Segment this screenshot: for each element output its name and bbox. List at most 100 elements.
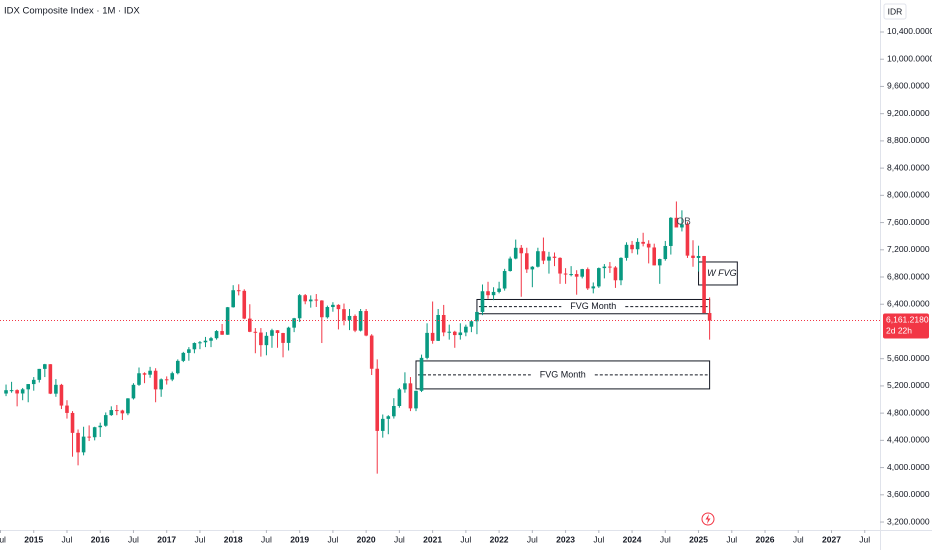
candle-body — [275, 330, 280, 334]
candle-body — [54, 384, 58, 394]
y-tick-label: 8,000.0000 — [887, 190, 930, 200]
candle-body — [142, 373, 147, 375]
candle-body — [308, 299, 313, 302]
candle-body — [702, 255, 706, 314]
candle-body — [602, 266, 607, 269]
candle-body — [264, 335, 269, 346]
candle-body — [569, 274, 573, 276]
x-tick-label: Jul — [726, 534, 737, 544]
y-tick-label: 9,200.0000 — [887, 108, 930, 118]
candle-body — [292, 318, 296, 328]
candle-body — [253, 331, 258, 333]
candle-body — [4, 390, 8, 394]
candle-body — [347, 315, 352, 320]
x-tick-label: Jul — [660, 534, 671, 544]
chart-title: IDX Composite Index · 1M · IDX — [4, 6, 140, 17]
candle-body — [98, 425, 103, 428]
zone-label: W FVG — [707, 268, 737, 278]
candle-body — [447, 331, 452, 333]
candle-body — [680, 224, 684, 228]
x-tick-label: 2021 — [423, 534, 442, 544]
candle-body — [225, 307, 230, 335]
candle-body — [336, 304, 341, 310]
candle-body — [37, 368, 42, 380]
candle-body — [325, 307, 330, 318]
candle-body — [646, 243, 651, 248]
last-price-box — [883, 313, 929, 339]
candle-body — [530, 266, 535, 270]
candle-body — [641, 241, 645, 244]
candle-body — [552, 256, 557, 258]
y-tick-label: 10,400.0000 — [887, 26, 932, 36]
candle-body — [597, 268, 601, 287]
candle-body — [303, 295, 307, 302]
candle-body — [59, 384, 64, 406]
x-tick-label: 2019 — [290, 534, 309, 544]
x-tick-label: Jul — [394, 534, 405, 544]
candle-body — [397, 389, 402, 406]
x-tick-label: Jul — [62, 534, 73, 544]
zone: FVG Month — [415, 360, 711, 390]
x-tick-label: 2023 — [556, 534, 575, 544]
currency-box[interactable] — [883, 3, 907, 20]
candle-body — [236, 290, 241, 292]
y-tick-label: 8,800.0000 — [887, 135, 930, 145]
y-tick-label: 5,600.0000 — [887, 353, 930, 363]
candle-body — [286, 327, 291, 343]
candle-body — [120, 410, 125, 414]
x-tick-label: Jul — [128, 534, 139, 544]
candle-body — [148, 370, 152, 375]
candle-body — [452, 331, 457, 336]
x-tick-label: 2020 — [357, 534, 376, 544]
candle-body — [353, 315, 357, 331]
candle-body — [92, 427, 97, 438]
candle-body — [475, 311, 479, 322]
x-tick-label: Jul — [195, 534, 206, 544]
y-tick-label: 4,800.0000 — [887, 407, 930, 417]
candle-body — [209, 338, 213, 341]
candle-body — [380, 418, 385, 431]
candle-body — [26, 384, 30, 390]
zone: W FVG — [698, 261, 738, 286]
candle-body — [31, 379, 36, 385]
candle-body — [153, 370, 158, 390]
events-icon[interactable] — [701, 512, 715, 526]
note-label: OB — [676, 217, 691, 228]
candle-body — [403, 383, 407, 390]
candle-body — [364, 311, 368, 336]
x-tick-label: Jul — [0, 534, 6, 544]
zone: FVG Month — [476, 298, 711, 315]
candle-body — [331, 304, 335, 308]
candle-body — [558, 257, 562, 274]
candle-body — [375, 368, 380, 431]
x-tick-label: Jul — [527, 534, 538, 544]
candle-body — [342, 309, 346, 320]
y-tick-label: 4,000.0000 — [887, 462, 930, 472]
y-tick-label: 8,400.0000 — [887, 162, 930, 172]
x-tick-label: 2024 — [623, 534, 642, 544]
candle-body — [619, 257, 623, 281]
candle-body — [187, 349, 191, 353]
x-tick-label: Jul — [593, 534, 604, 544]
x-tick-label: Jul — [261, 534, 272, 544]
candle-body — [43, 364, 47, 369]
candle-body — [630, 244, 634, 250]
candle-body — [65, 405, 69, 413]
x-tick-label: 2027 — [822, 534, 841, 544]
candle-body — [707, 313, 712, 321]
candle-body — [441, 314, 446, 333]
candle-body — [486, 291, 490, 296]
candle-body — [585, 269, 590, 289]
candle-body — [696, 255, 701, 258]
candle-body — [15, 390, 19, 394]
x-tick-label: Jul — [327, 534, 338, 544]
candle-body — [203, 340, 208, 343]
candle-body — [9, 390, 14, 392]
candle-body — [192, 343, 197, 350]
x-tick-label: 2015 — [24, 534, 43, 544]
y-tick-label: 5,200.0000 — [887, 380, 930, 390]
candle-body — [469, 321, 474, 327]
zone-label: FVG Month — [570, 301, 616, 311]
candle-body — [115, 410, 119, 412]
